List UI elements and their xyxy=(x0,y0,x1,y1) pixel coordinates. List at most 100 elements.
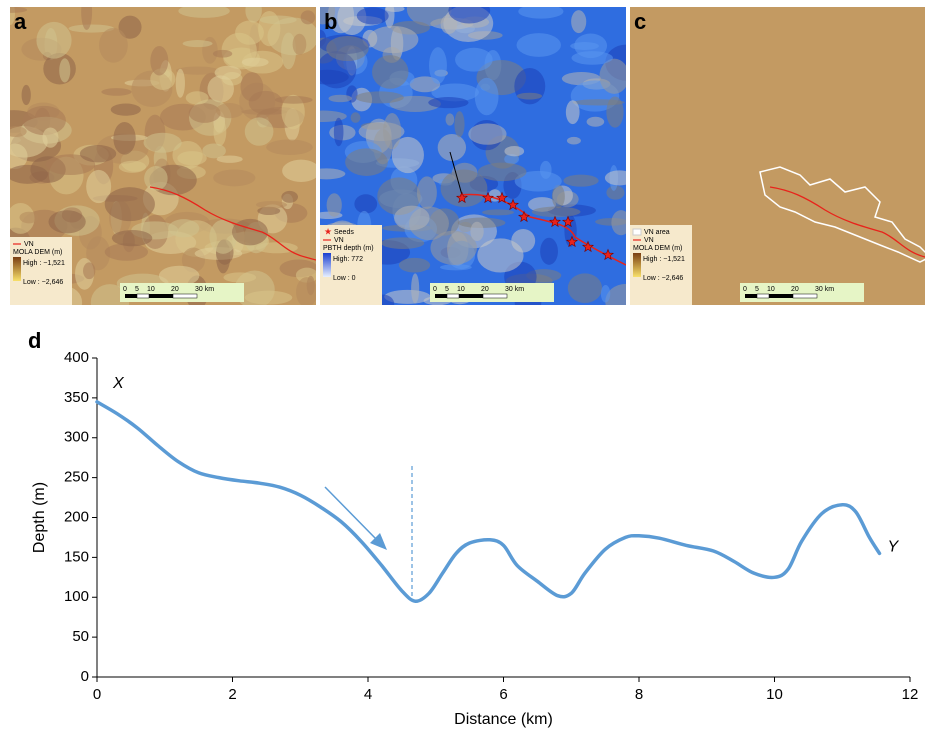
terrain xyxy=(301,10,316,24)
terrain xyxy=(625,1,631,7)
terrain xyxy=(113,122,135,155)
terrain xyxy=(326,36,369,61)
terrain xyxy=(475,78,499,115)
y-tick-label: 50 xyxy=(72,628,89,645)
scale-label: 0 xyxy=(123,286,127,293)
scale-label: 20 xyxy=(481,286,489,293)
terrain xyxy=(168,219,199,237)
scale-label: 5 xyxy=(755,286,759,293)
terrain xyxy=(606,96,623,127)
terrain xyxy=(209,220,236,254)
x-tick-label: 8 xyxy=(635,686,643,703)
scale-seg xyxy=(757,294,769,298)
terrain xyxy=(455,48,493,72)
panel-label: d xyxy=(28,328,41,353)
y-tick-label: 300 xyxy=(64,429,89,446)
legend-label: VN xyxy=(334,237,344,244)
legend-label: High: 772 xyxy=(333,256,363,263)
terrain xyxy=(7,165,48,184)
terrain xyxy=(216,103,244,118)
depth-line xyxy=(97,402,880,601)
terrain xyxy=(571,51,613,65)
terrain xyxy=(260,16,297,25)
terrain xyxy=(571,10,586,33)
x-tick-label: 2 xyxy=(228,686,236,703)
terrain xyxy=(446,113,455,125)
y-tick-label: 400 xyxy=(64,349,89,366)
scale-label: 30 km xyxy=(505,286,524,293)
terrain xyxy=(563,175,598,187)
terrain xyxy=(42,127,58,147)
legend-ramp xyxy=(633,253,641,277)
terrain xyxy=(241,72,264,101)
x-tick-label: 0 xyxy=(93,686,101,703)
terrain xyxy=(183,40,213,47)
legend-ramp xyxy=(323,253,331,277)
terrain xyxy=(119,161,146,173)
terrain xyxy=(327,193,342,217)
terrain xyxy=(213,169,255,186)
terrain xyxy=(242,58,269,67)
scale-seg xyxy=(483,294,507,298)
terrain xyxy=(383,113,401,149)
terrain xyxy=(293,34,307,55)
legend-label: High : −1,521 xyxy=(643,256,685,263)
terrain xyxy=(101,88,131,96)
panel-label: a xyxy=(14,9,27,34)
terrain xyxy=(429,47,447,84)
terrain xyxy=(599,59,629,94)
legend-label: VN xyxy=(24,241,34,248)
terrain xyxy=(454,111,464,137)
terrain xyxy=(150,46,168,76)
terrain xyxy=(551,0,556,5)
terrain xyxy=(567,137,581,145)
scale-label: 30 km xyxy=(815,286,834,293)
terrain xyxy=(626,0,633,4)
legend-label: Seeds xyxy=(334,229,354,236)
terrain xyxy=(176,69,185,98)
terrain xyxy=(482,209,514,215)
terrain xyxy=(351,112,361,123)
terrain xyxy=(478,163,527,181)
terrain xyxy=(611,210,630,235)
terrain xyxy=(217,156,243,163)
end-label: Y xyxy=(888,539,900,556)
terrain xyxy=(245,291,293,305)
scale-seg xyxy=(793,294,817,298)
terrain xyxy=(357,7,389,24)
terrain xyxy=(518,4,563,18)
legend: VN areaVNMOLA DEM (m)High : −1,521Low : … xyxy=(630,225,692,305)
terrain xyxy=(80,145,116,162)
scale-label: 20 xyxy=(791,286,799,293)
scale-seg xyxy=(173,294,197,298)
scale-label: 20 xyxy=(171,286,179,293)
legend-title: MOLA DEM (m) xyxy=(13,249,62,256)
terrain xyxy=(111,104,141,116)
terrain xyxy=(159,266,199,286)
legend: ★SeedsVNPBTH depth (m)High: 772Low : 0 xyxy=(320,225,382,305)
terrain xyxy=(112,230,152,246)
legend-label: VN area xyxy=(644,229,670,236)
terrain xyxy=(540,161,552,179)
terrain xyxy=(566,100,580,124)
terrain xyxy=(601,285,610,303)
terrain xyxy=(417,176,437,209)
scale-label: 5 xyxy=(135,286,139,293)
x-tick-label: 10 xyxy=(766,686,783,703)
y-tick-label: 100 xyxy=(64,588,89,605)
terrain xyxy=(215,66,242,80)
terrain xyxy=(144,166,168,191)
terrain xyxy=(540,238,558,265)
start-label: X xyxy=(112,375,125,392)
scale-label: 30 km xyxy=(195,286,214,293)
terrain xyxy=(605,170,634,185)
x-tick-label: 12 xyxy=(902,686,919,703)
scale-bar: 05102030 km xyxy=(430,283,554,302)
legend-title: PBTH depth (m) xyxy=(323,245,374,252)
scale-label: 10 xyxy=(147,286,155,293)
scale-label: 5 xyxy=(445,286,449,293)
legend-label: High : −1,521 xyxy=(23,260,65,267)
scale-label: 10 xyxy=(457,286,465,293)
terrain xyxy=(105,243,148,260)
